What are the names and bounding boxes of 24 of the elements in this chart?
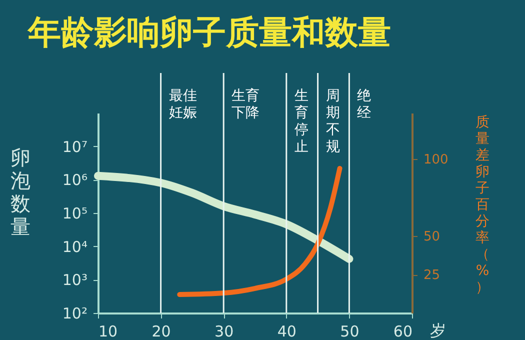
- ref-line-label: 生育停止: [294, 88, 308, 155]
- y-tick-label: 10⁴: [62, 238, 88, 256]
- x-tick-label: 60: [393, 322, 412, 340]
- y-axis-title: 卵泡数量: [10, 146, 30, 238]
- x-axis-title: 岁: [430, 321, 446, 340]
- ref-line-label: 绝经: [357, 88, 372, 121]
- y2-tick-label: 50: [424, 230, 440, 245]
- text: 质量差卵子百分率（%）: [476, 114, 490, 296]
- y-tick-label: 10⁵: [62, 204, 88, 222]
- y-tick-label: 10⁷: [62, 138, 88, 156]
- ref-line-label: 生育下降: [232, 87, 260, 121]
- chart-title: 年龄影响卵子质量和数量: [27, 12, 391, 52]
- y2-tick-label: 100: [424, 152, 448, 168]
- x-tick-label: 50: [340, 322, 360, 340]
- y2-tick-label: 25: [424, 268, 440, 284]
- y-tick-label: 10³: [62, 271, 88, 290]
- x-tick-label: 20: [152, 322, 171, 340]
- ref-line-label: 最佳妊娠: [168, 88, 197, 121]
- x-tick-label: 10: [98, 322, 118, 340]
- x-tick-label: 40: [277, 322, 296, 340]
- y-tick-label: 10⁶: [62, 171, 88, 190]
- y-tick-label: 10²: [62, 304, 88, 322]
- ref-line-label: 周期不规: [326, 88, 340, 155]
- x-tick-label: 30: [214, 322, 234, 340]
